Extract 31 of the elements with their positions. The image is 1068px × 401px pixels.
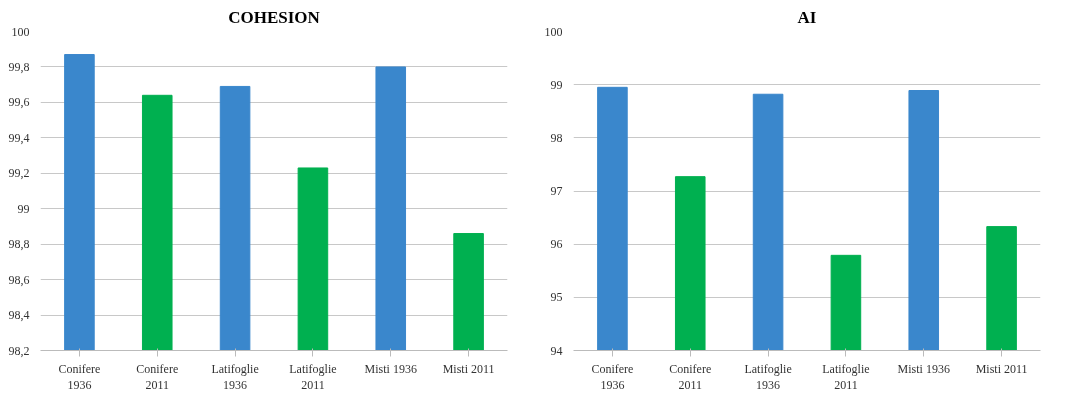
x-tick-label: Conifere 2011	[669, 361, 712, 393]
x-tick-label: Misti 1936	[364, 361, 417, 376]
y-tick-label: 100	[544, 24, 563, 39]
x-tick-label: Misti 2011	[442, 361, 495, 376]
y-tick-label: 98	[550, 130, 563, 145]
y-tick-label: 98,6	[8, 272, 30, 287]
y-tick-label: 94	[550, 343, 563, 358]
y-tick-label: 95	[550, 290, 563, 305]
y-tick-label: 98,8	[8, 237, 30, 252]
y-tick-label: 99,4	[8, 130, 30, 145]
y-tick-label: 98,4	[8, 308, 30, 323]
x-tick-label: Latifoglie 2011	[289, 361, 337, 393]
y-tick-label: 99,2	[8, 166, 30, 181]
x-tick-label: Latifoglie 1936	[211, 361, 259, 393]
y-tick-label: 97	[550, 184, 563, 198]
x-tick-label: Conifere 1936	[591, 361, 634, 393]
x-tick-label: Conifere 2011	[136, 361, 179, 393]
y-tick-label: 99	[17, 201, 30, 216]
y-tick-label: 99	[550, 77, 563, 92]
y-tick-label: 100	[11, 24, 30, 39]
y-tick-label: 98,2	[8, 343, 30, 358]
x-tick-label: Latifoglie 1936	[744, 361, 792, 393]
x-tick-label: Latifoglie 2011	[822, 361, 870, 393]
chart-title: COHESION	[228, 7, 321, 27]
y-tick-label: 96	[550, 237, 563, 252]
y-tick-label: 99,8	[8, 59, 30, 74]
x-tick-label: Misti 1936	[897, 361, 950, 376]
y-tick-label: 99,6	[8, 95, 30, 110]
x-tick-label: Conifere 1936	[58, 361, 101, 393]
x-tick-label: Misti 2011	[975, 361, 1028, 376]
chart-title: AI	[797, 7, 817, 27]
